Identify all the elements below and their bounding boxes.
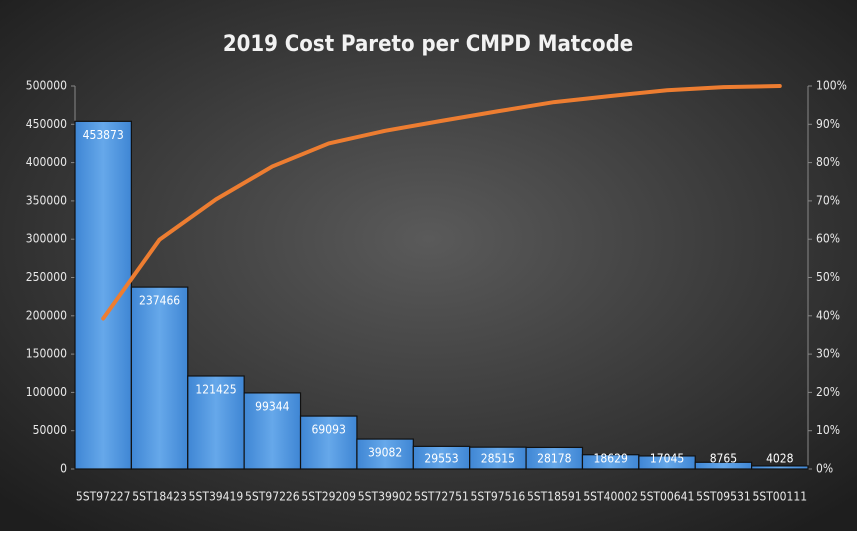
data-label: 121425 bbox=[195, 382, 236, 396]
y2-tick-label: 40% bbox=[816, 308, 840, 322]
y2-tick-label: 20% bbox=[816, 385, 840, 399]
bar bbox=[130, 286, 189, 470]
y2-tick-label: 100% bbox=[816, 79, 847, 93]
y2-tick-label: 80% bbox=[816, 155, 840, 169]
y2-tick-label: 30% bbox=[816, 347, 840, 361]
x-tick-label: 5ST72751 bbox=[414, 490, 469, 504]
y-tick-label: 100000 bbox=[26, 385, 67, 399]
y2-tick-label: 70% bbox=[816, 193, 840, 207]
x-tick-label: 5ST00111 bbox=[752, 490, 807, 504]
y2-tick-label: 10% bbox=[816, 423, 840, 437]
data-label: 17045 bbox=[650, 452, 684, 466]
x-tick-label: 5ST00641 bbox=[640, 490, 695, 504]
data-label: 4028 bbox=[766, 452, 794, 466]
y-tick-label: 500000 bbox=[26, 79, 67, 93]
y-tick-label: 200000 bbox=[26, 308, 67, 322]
data-label: 8765 bbox=[710, 452, 737, 466]
y-tick-label: 150000 bbox=[26, 347, 67, 361]
y-tick-label: 0 bbox=[60, 462, 67, 476]
x-tick-label: 5ST09531 bbox=[696, 490, 751, 504]
y-tick-label: 250000 bbox=[26, 270, 67, 284]
data-label: 29553 bbox=[424, 452, 458, 466]
y2-tick-label: 60% bbox=[816, 232, 840, 246]
x-tick-label: 5ST18423 bbox=[132, 490, 187, 504]
data-label: 18629 bbox=[593, 452, 627, 466]
y2-tick-label: 50% bbox=[816, 270, 840, 284]
x-tick-label: 5ST97227 bbox=[76, 490, 131, 504]
y-tick-label: 350000 bbox=[26, 193, 67, 207]
x-tick-label: 5ST97226 bbox=[245, 490, 300, 504]
x-tick-label: 5ST40002 bbox=[583, 490, 638, 504]
y2-tick-label: 0% bbox=[816, 462, 833, 476]
data-label: 99344 bbox=[255, 399, 289, 413]
y-tick-label: 50000 bbox=[33, 423, 67, 437]
data-label: 28515 bbox=[481, 452, 515, 466]
data-label: 28178 bbox=[537, 452, 571, 466]
bar bbox=[74, 120, 132, 470]
bar bbox=[356, 438, 414, 470]
x-tick-label: 5ST39902 bbox=[358, 490, 413, 504]
bar bbox=[299, 415, 358, 470]
y-tick-label: 300000 bbox=[26, 232, 67, 246]
y2-tick-label: 90% bbox=[816, 117, 840, 131]
y-tick-label: 400000 bbox=[26, 155, 67, 169]
cumulative-line bbox=[101, 84, 782, 321]
x-tick-label: 5ST97516 bbox=[471, 490, 526, 504]
data-label: 237466 bbox=[139, 294, 180, 308]
x-tick-label: 5ST29209 bbox=[301, 490, 356, 504]
x-tick-label: 5ST39419 bbox=[189, 490, 244, 504]
data-label: 453873 bbox=[83, 128, 124, 142]
y-tick-label: 450000 bbox=[26, 117, 67, 131]
chart-title: 2019 Cost Pareto per CMPD Matcode bbox=[223, 32, 633, 57]
data-label: 69093 bbox=[312, 423, 346, 437]
bar bbox=[751, 465, 809, 470]
x-tick-label: 5ST18591 bbox=[527, 490, 582, 504]
data-label: 39082 bbox=[368, 446, 402, 460]
